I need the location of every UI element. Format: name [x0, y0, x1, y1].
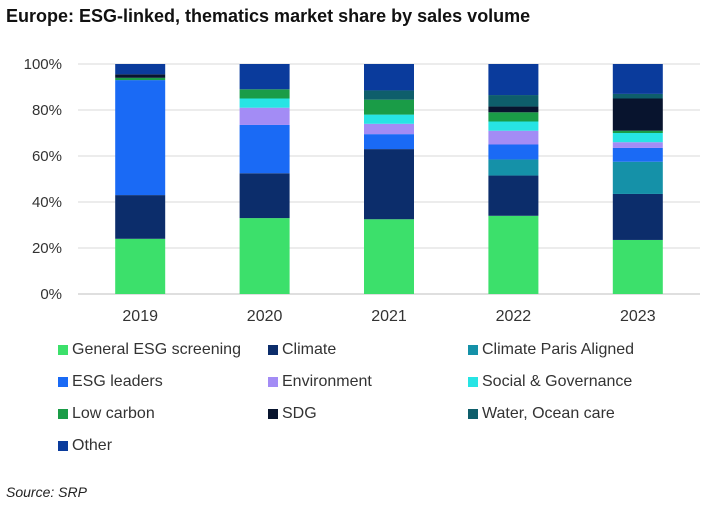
legend-label: Water, Ocean care [482, 405, 615, 422]
legend-swatch [468, 377, 478, 387]
bar-segment [239, 173, 290, 219]
legend-item: Environment [268, 373, 372, 391]
legend-swatch [268, 345, 278, 355]
legend-item: Climate [268, 341, 336, 359]
y-tick-label: 40% [32, 194, 62, 211]
bar-segment [612, 142, 663, 148]
bar-segment [239, 107, 290, 125]
source-note: Source: SRP [6, 484, 87, 500]
legend-swatch [268, 409, 278, 419]
bar-segment [115, 64, 166, 75]
legend-item: Other [58, 437, 112, 455]
bar-segment [364, 64, 414, 91]
x-tick-label: 2020 [247, 308, 283, 325]
legend-label: General ESG screening [72, 341, 241, 358]
bar-segment [239, 64, 290, 90]
bar-segment [364, 123, 414, 135]
x-tick-label: 2021 [371, 308, 407, 325]
bar-segment [488, 64, 539, 96]
bar-segment [239, 98, 290, 108]
bar-segment [612, 193, 663, 240]
bar-segment [364, 219, 414, 294]
bar-segment [488, 95, 539, 107]
bar-segment [115, 74, 166, 78]
legend-swatch [468, 409, 478, 419]
y-tick-label: 60% [32, 148, 62, 165]
bar-segment [612, 161, 663, 194]
legend-item: Water, Ocean care [468, 405, 615, 423]
legend-item: Climate Paris Aligned [468, 341, 634, 359]
bar-segment [239, 218, 290, 294]
bar-segment [115, 80, 166, 196]
bar-segment [364, 90, 414, 100]
legend-item: ESG leaders [58, 373, 163, 391]
bar-segment [488, 175, 539, 216]
legend-swatch [58, 409, 68, 419]
bar-segment [239, 89, 290, 99]
bar-segment [115, 77, 166, 81]
legend-label: ESG leaders [72, 373, 163, 390]
legend-label: SDG [282, 405, 317, 422]
legend-swatch [268, 377, 278, 387]
bar-segment [488, 144, 539, 160]
bar-segment [612, 64, 663, 94]
bar-segment [612, 147, 663, 162]
x-tick-label: 2019 [122, 308, 158, 325]
bar-segment [612, 98, 663, 131]
legend-item: General ESG screening [58, 341, 241, 359]
legend-label: Climate [282, 341, 337, 358]
stacked-bar-chart: 0% 20% 40% 60% 80% 100% 2019 2020 2021 2022 2023 [24, 56, 700, 325]
y-tick-label: 20% [32, 240, 62, 257]
legend-swatch [468, 345, 478, 355]
legend-label: Climate Paris Aligned [482, 341, 635, 358]
bar-segment [364, 134, 414, 150]
bar-segment [612, 130, 663, 133]
chart-title: Europe: ESG-linked, thematics market sha… [6, 6, 531, 26]
legend-swatch [58, 377, 68, 387]
bar-segment [115, 195, 166, 239]
bar-segment [239, 124, 290, 174]
y-tick-label: 0% [40, 286, 62, 303]
legend-swatch [58, 345, 68, 355]
legend-label: Environment [282, 373, 372, 390]
legend-item: SDG [268, 405, 317, 423]
x-tick-label: 2023 [620, 308, 656, 325]
bar-segment [488, 121, 539, 131]
bar-segment [612, 93, 663, 99]
bar-segment [488, 159, 539, 176]
legend-label: Other [72, 437, 113, 454]
bar-segment [612, 239, 663, 294]
legend-label: Low carbon [72, 405, 155, 422]
y-tick-label: 100% [24, 56, 62, 73]
bar-segment [115, 238, 166, 294]
bar-segment [364, 149, 414, 220]
y-tick-label: 80% [32, 102, 62, 119]
bar-segment [488, 130, 539, 145]
legend-swatch [58, 441, 68, 451]
bar-segment [612, 133, 663, 143]
legend-item: Low carbon [58, 405, 155, 423]
x-tick-label: 2022 [496, 308, 532, 325]
bar-segment [488, 215, 539, 294]
bar-segment [364, 99, 414, 115]
bar-segment [488, 106, 539, 113]
bar-segment [488, 112, 539, 122]
legend-label: Social & Governance [482, 373, 633, 390]
bar-segment [364, 114, 414, 124]
legend-item: Social & Governance [468, 373, 632, 391]
